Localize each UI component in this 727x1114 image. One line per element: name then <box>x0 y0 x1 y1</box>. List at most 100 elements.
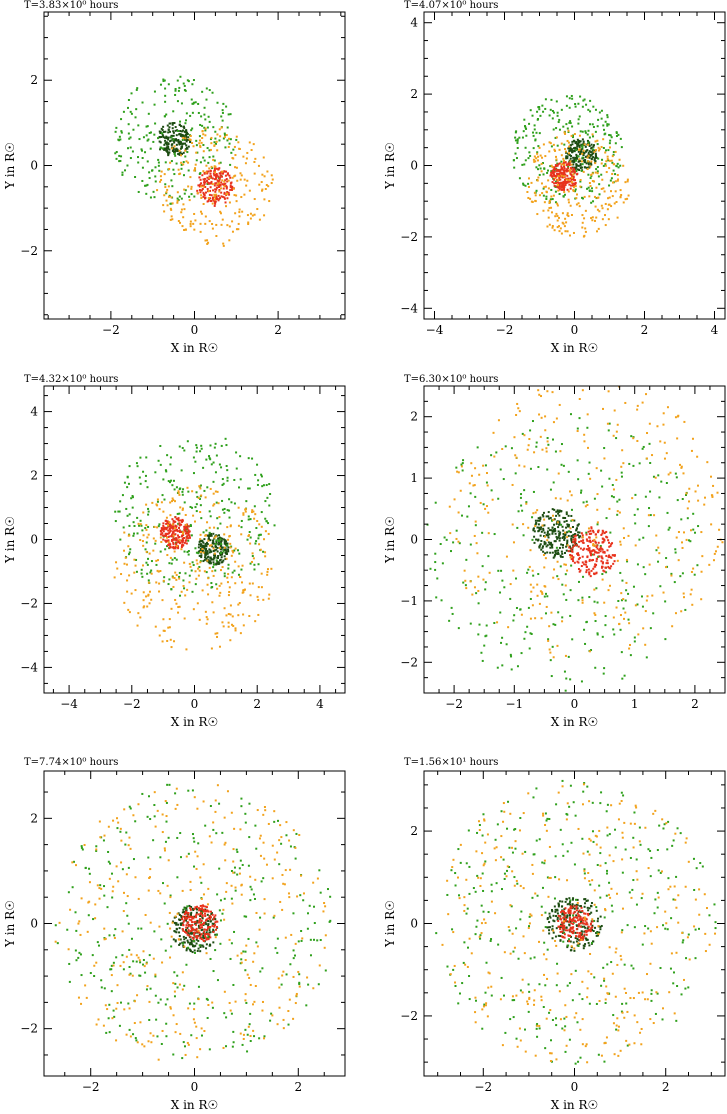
data-point <box>611 554 614 557</box>
data-point <box>205 919 208 922</box>
data-point <box>562 171 565 174</box>
data-point <box>597 149 600 152</box>
data-point <box>201 184 204 187</box>
data-point <box>210 176 213 179</box>
data-point <box>222 550 225 553</box>
data-point <box>573 147 576 150</box>
data-point <box>164 469 167 472</box>
x-axis-label: X in R☉ <box>551 341 599 355</box>
data-point <box>201 544 204 547</box>
data-point <box>547 179 550 182</box>
data-point <box>547 515 550 518</box>
data-point <box>206 583 209 586</box>
data-point <box>219 538 222 541</box>
data-point <box>562 157 565 160</box>
data-point <box>200 909 203 912</box>
data-point <box>158 634 161 637</box>
data-point <box>555 546 558 549</box>
data-point <box>573 533 576 536</box>
data-point <box>169 463 172 466</box>
data-point <box>202 184 205 187</box>
data-point <box>180 548 183 551</box>
data-point <box>593 573 596 576</box>
data-point <box>572 556 575 559</box>
data-point <box>127 1002 130 1005</box>
data-point <box>620 471 623 474</box>
data-point <box>203 908 206 911</box>
data-point <box>578 140 581 143</box>
data-point <box>204 239 207 242</box>
data-point <box>613 560 616 563</box>
data-point <box>198 550 201 553</box>
data-point <box>569 589 572 592</box>
data-point <box>149 1032 152 1035</box>
data-point <box>631 497 634 500</box>
data-point <box>568 152 571 155</box>
data-point <box>120 861 123 864</box>
data-point <box>181 519 184 522</box>
data-point <box>135 570 138 573</box>
data-point <box>556 144 559 147</box>
data-point <box>196 151 199 154</box>
data-point <box>564 563 567 566</box>
data-point <box>215 933 218 936</box>
data-point <box>552 111 555 114</box>
data-point <box>167 626 170 629</box>
data-point <box>608 584 611 587</box>
data-point <box>157 158 160 161</box>
data-point <box>220 115 223 118</box>
data-point <box>188 918 191 921</box>
data-point <box>173 971 176 974</box>
data-point <box>127 545 130 548</box>
data-point <box>227 179 230 182</box>
data-point <box>229 546 232 549</box>
data-point <box>118 154 121 157</box>
data-point <box>185 140 188 143</box>
data-point <box>206 179 209 182</box>
data-point <box>540 530 543 533</box>
data-point <box>195 930 198 933</box>
data-point <box>533 535 536 538</box>
data-point <box>580 565 583 568</box>
data-point <box>237 506 240 509</box>
data-point <box>521 432 524 435</box>
data-point <box>216 183 219 186</box>
data-point <box>588 559 591 562</box>
data-point <box>187 80 190 83</box>
data-point <box>588 166 591 169</box>
data-point <box>557 173 560 176</box>
data-point <box>462 459 465 462</box>
data-point <box>596 139 599 142</box>
data-point <box>171 134 174 137</box>
data-point <box>211 913 214 916</box>
data-point <box>553 523 556 526</box>
data-point <box>126 486 129 489</box>
data-point <box>212 941 215 944</box>
data-point <box>668 526 671 529</box>
data-point <box>266 170 269 173</box>
data-point <box>553 166 556 169</box>
data-point <box>144 548 147 551</box>
data-point <box>582 142 585 145</box>
data-point <box>225 552 228 555</box>
data-point <box>206 242 209 245</box>
data-point <box>181 534 184 537</box>
data-point <box>175 542 178 545</box>
data-point <box>103 937 106 940</box>
data-point <box>596 208 599 211</box>
data-point <box>215 186 218 189</box>
data-point <box>224 539 227 542</box>
data-point <box>615 478 618 481</box>
data-point <box>615 164 618 167</box>
data-point <box>571 125 574 128</box>
data-point <box>244 999 247 1002</box>
data-point <box>580 540 583 543</box>
data-point <box>214 490 217 493</box>
data-point <box>172 1053 175 1056</box>
data-point <box>178 913 181 916</box>
data-point <box>230 151 233 154</box>
data-point <box>209 931 212 934</box>
data-point <box>577 160 580 163</box>
data-point <box>582 501 585 504</box>
data-point <box>582 149 585 152</box>
